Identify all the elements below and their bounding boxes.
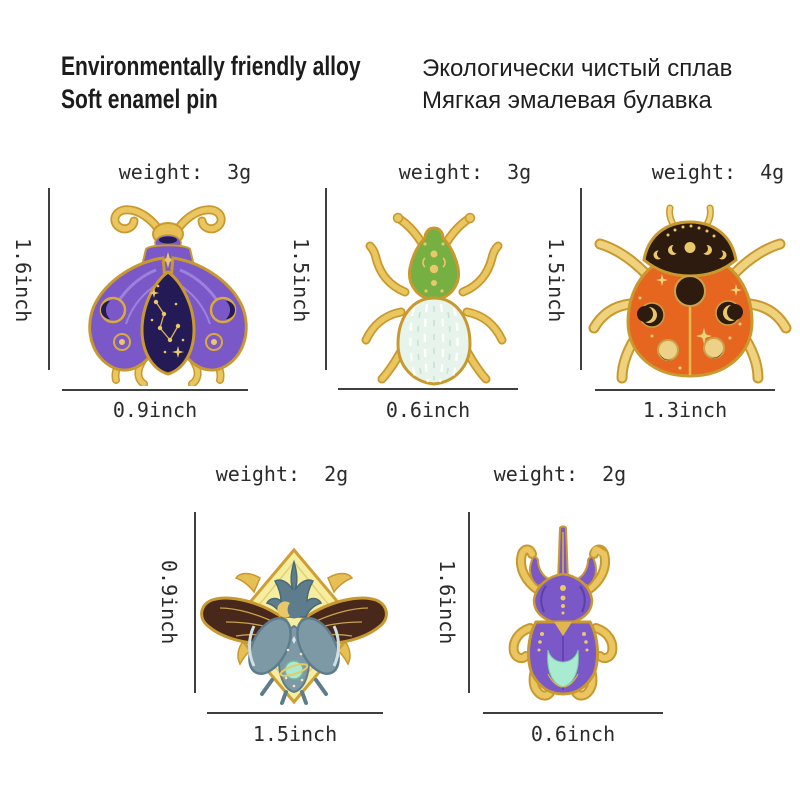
width-measure-line [338, 388, 518, 390]
width-label: 1.3inch [642, 398, 728, 422]
header-ru-line2: Мягкая эмалевая булавка [422, 87, 712, 114]
width-measure-line [207, 712, 383, 714]
purple-beetle-pin-image [508, 525, 618, 701]
header-en-line2: Soft enamel pin [61, 84, 218, 114]
mint-glow [547, 649, 579, 688]
planet [279, 636, 309, 688]
elytron-right [296, 617, 340, 675]
weight-label: weight: 2g [215, 462, 349, 486]
header-en-line1: Environmentally friendly alloy [61, 51, 361, 81]
pin-figure-green-weevil: weight: 3g 1.5inch [280, 150, 531, 450]
bottom-legs [260, 678, 328, 705]
height-label: 1.5inch [289, 237, 313, 323]
purple-moth-pin-image [88, 205, 248, 386]
weight-label: weight: 2g [493, 462, 627, 486]
height-measure-line [580, 188, 582, 370]
height-measure-line [48, 188, 50, 370]
header-ru-line1: Экологически чистый сплав [422, 55, 733, 82]
header-russian: Экологически чистый сплав Мягкая эмалева… [422, 53, 732, 117]
spots [637, 275, 743, 361]
diamond-moth-pin-image [200, 547, 388, 705]
pin-figure-purple-moth: weight: 3g 1.6inch [0, 150, 280, 450]
head [284, 599, 304, 619]
abdomen [396, 296, 472, 386]
pin-figure-orange-ladybug: weight: 4g 1.5inch [530, 150, 800, 450]
height-label: 1.5inch [544, 237, 568, 323]
width-label: 0.9inch [112, 398, 198, 422]
weight-label: weight: 3g [398, 160, 532, 184]
pin-figure-purple-beetle: weight: 2g 1.6inch [430, 450, 690, 760]
height-measure-line [325, 188, 327, 370]
green-weevil-pin-image [361, 212, 507, 386]
pin-figure-diamond-moth: weight: 2g 0.9inch [130, 450, 420, 760]
orange-ladybug-pin-image [588, 204, 792, 384]
abdomen-constellation [140, 270, 196, 376]
sparkles [638, 274, 742, 370]
width-measure-line [62, 389, 248, 391]
weight-label: weight: 3g [118, 160, 252, 184]
height-measure-line [468, 512, 470, 693]
width-label: 0.6inch [530, 722, 616, 746]
height-measure-line [194, 512, 196, 693]
width-label: 1.5inch [252, 722, 338, 746]
weight-label: weight: 4g [651, 160, 785, 184]
side-horn-right [573, 556, 597, 588]
moon-phase-band [653, 224, 727, 260]
side-horn-left [529, 556, 553, 588]
star [160, 252, 176, 268]
height-label: 0.9inch [157, 560, 181, 645]
width-measure-line [595, 389, 775, 391]
width-measure-line [483, 712, 663, 714]
header-english: Environmentally friendly alloy Soft enam… [61, 50, 361, 116]
elytron-left [248, 617, 292, 675]
height-label: 1.6inch [11, 237, 35, 323]
width-label: 0.6inch [385, 398, 471, 422]
height-label: 1.6inch [435, 560, 459, 645]
